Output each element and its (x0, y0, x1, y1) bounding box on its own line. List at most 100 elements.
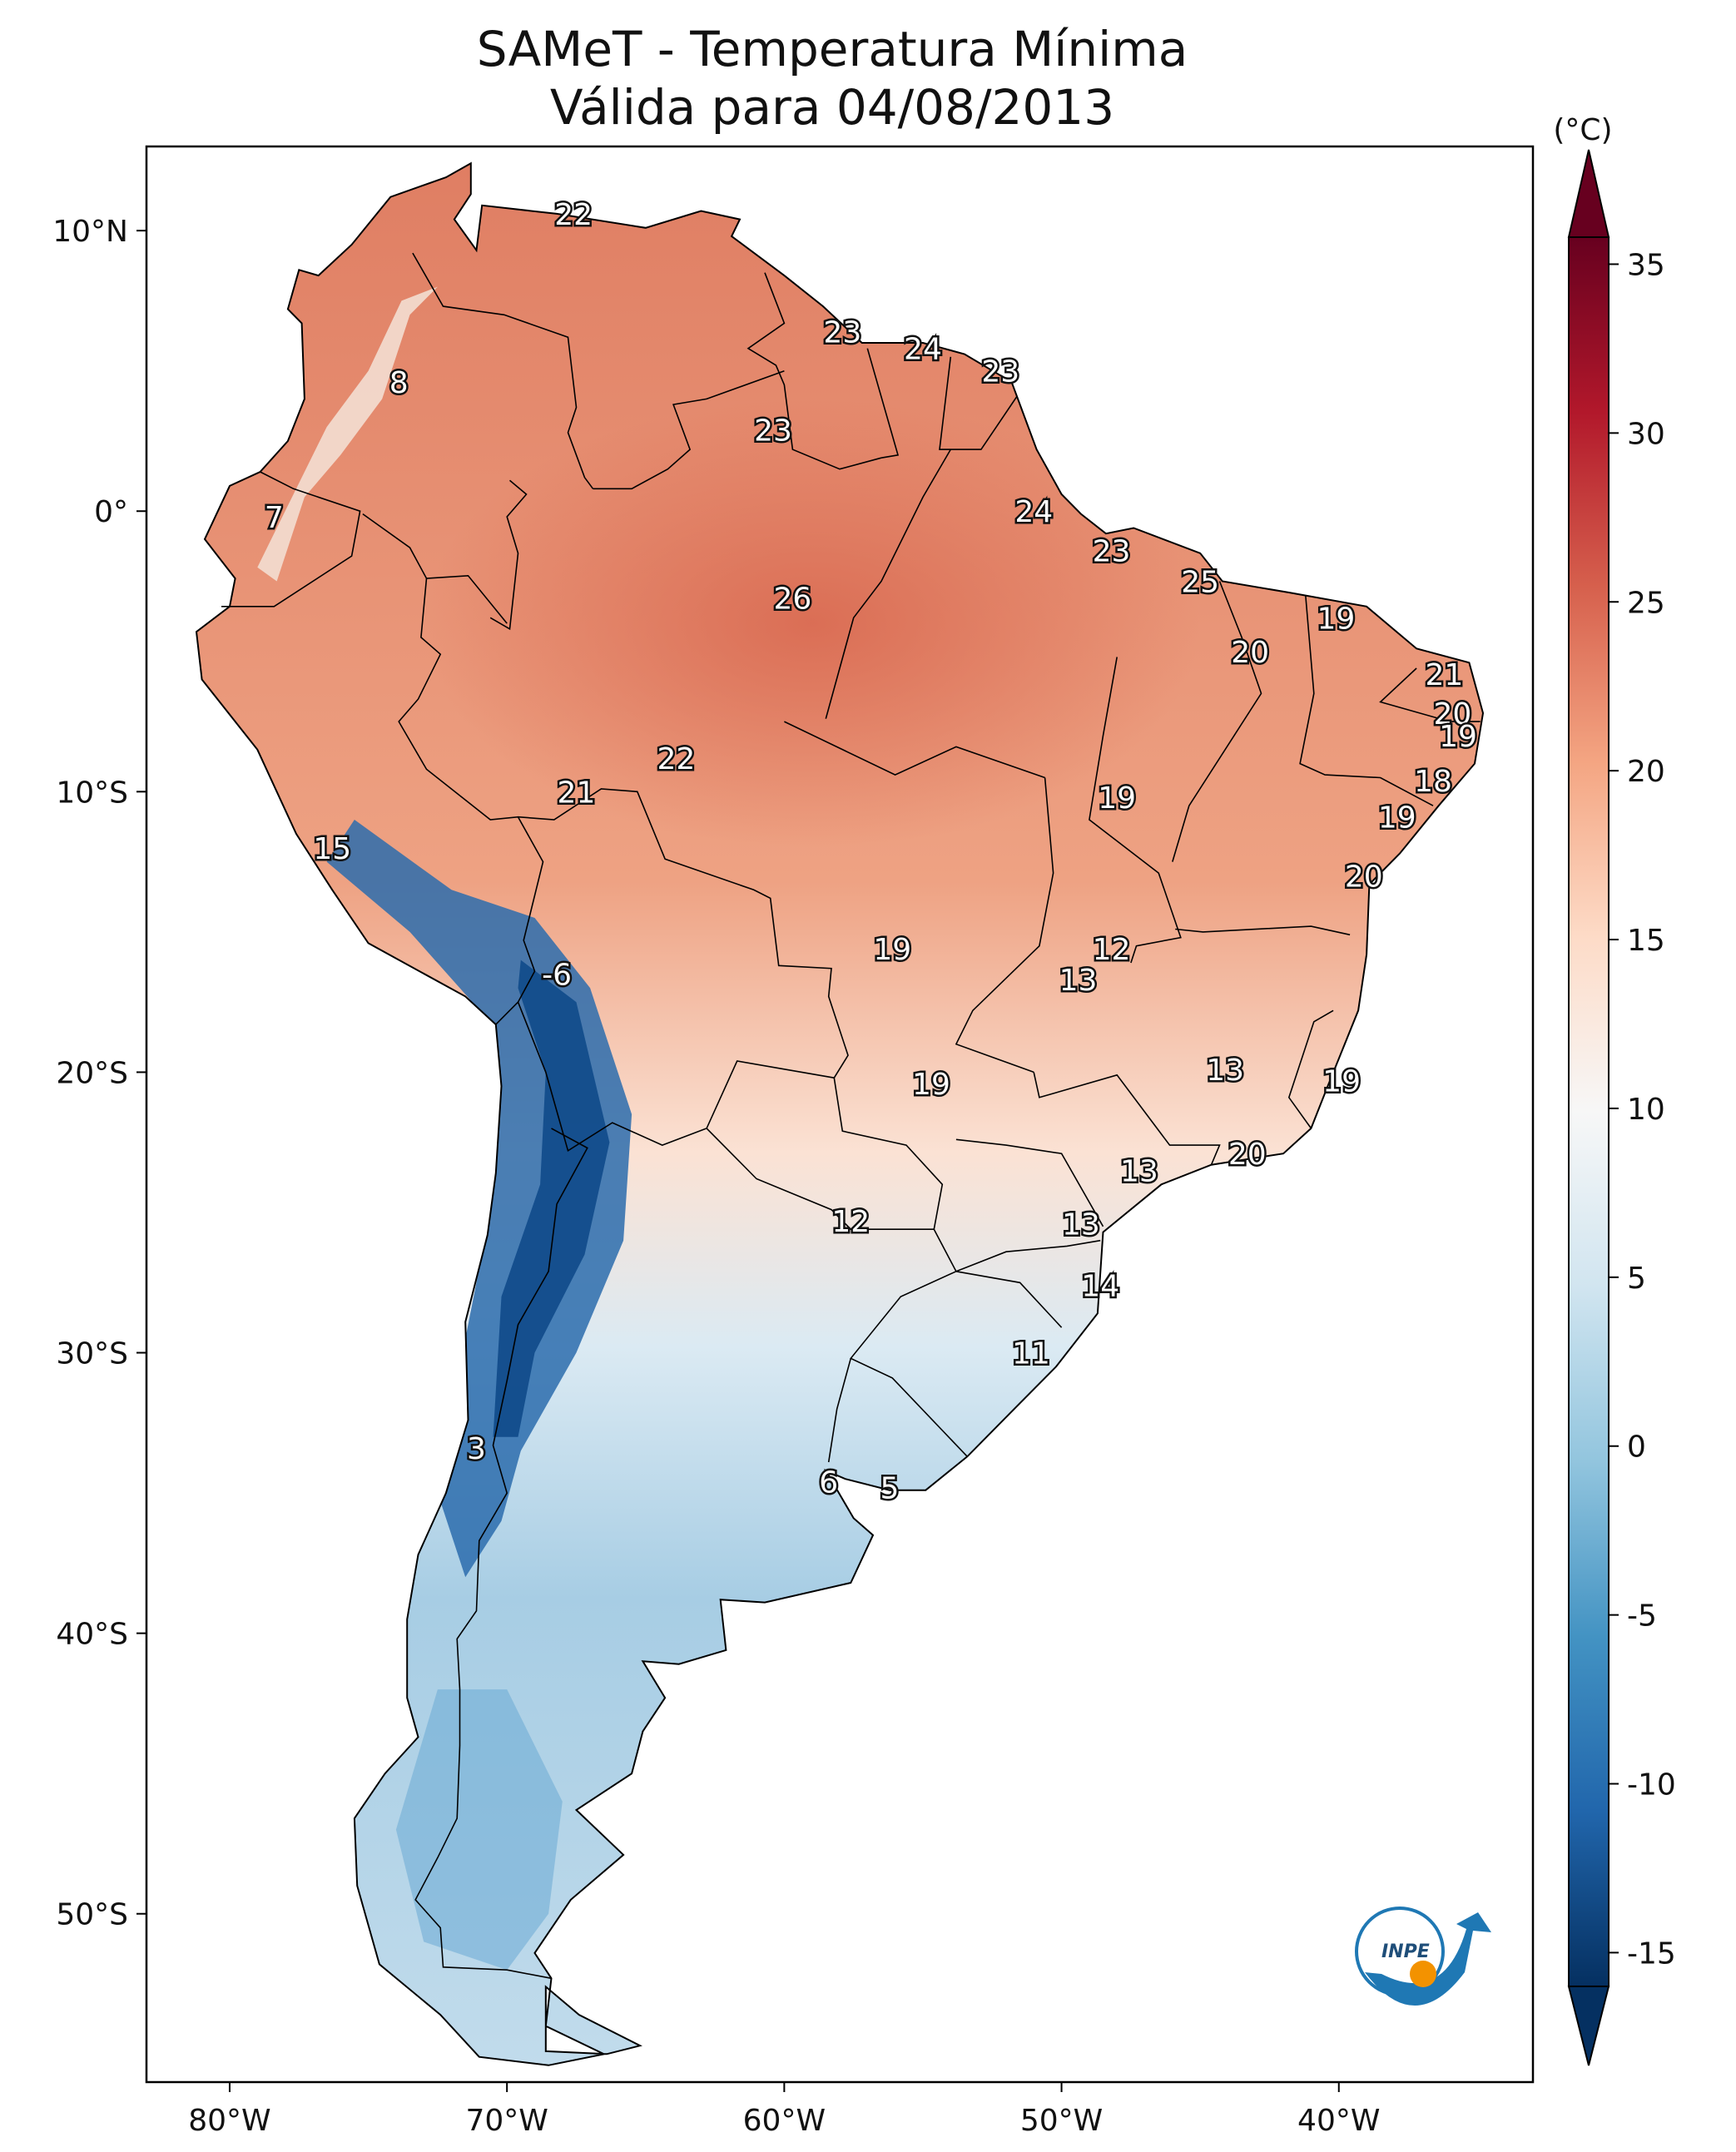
station-value-label: 19 (1317, 602, 1356, 636)
station-value-label: 6 (819, 1466, 838, 1500)
colorbar: (°C) 35 30 25 20 15 10 5 0 -5 -10 -15 (1553, 113, 1676, 2066)
lat-tick-label: 0° (94, 495, 128, 529)
station-value-label: 12 (831, 1205, 870, 1239)
border-line (517, 788, 849, 1153)
border-line (221, 471, 361, 607)
station-value-label: 24 (1014, 495, 1053, 529)
station-value-label: 3 (467, 1432, 486, 1466)
station-value-label: 8 (389, 366, 409, 400)
border-line (1287, 1009, 1334, 1129)
colorbar-tick-label: 25 (1627, 586, 1665, 620)
border-line (489, 479, 528, 631)
station-value-label: 21 (558, 776, 596, 810)
station-value-label: 20 (1345, 860, 1383, 894)
lat-tick-label: 50°S (56, 1898, 128, 1932)
border-line (1379, 667, 1481, 722)
station-value-label: 20 (1433, 697, 1471, 731)
title-line-1: SAMeT - Temperatura Mínima (476, 21, 1188, 77)
station-value-label: 26 (773, 583, 811, 617)
border-line (398, 578, 544, 1025)
colorbar-max-extend (1567, 149, 1610, 238)
station-value-label: 19 (1439, 720, 1477, 754)
border-line (939, 356, 1018, 450)
station-value-label: 13 (1059, 964, 1098, 998)
title-line-2: Válida para 04/08/2013 (549, 79, 1115, 136)
border-line (412, 252, 594, 489)
station-value-label: 20 (1228, 1138, 1267, 1172)
station-value-label: 18 (1414, 765, 1452, 799)
border-line (1089, 657, 1182, 964)
station-value-label: 20 (1231, 636, 1269, 670)
station-value-label: 7 (265, 501, 284, 535)
station-value-label: 23 (1093, 534, 1131, 568)
station-value-label: 13 (1120, 1154, 1158, 1188)
border-line (784, 721, 1045, 779)
lat-tick-label: 30°S (56, 1337, 128, 1371)
border-line (955, 1138, 1104, 1227)
lat-tick-label: 10°N (52, 215, 128, 249)
latitude-axis: 10°N 0° 10°S 20°S 30°S 40°S 50°S (52, 215, 146, 1932)
map-title: SAMeT - Temperatura Mínima Válida para 0… (0, 20, 1664, 136)
logo-sun (1410, 1961, 1436, 1987)
colorbar-tick-label: 20 (1627, 755, 1665, 789)
station-value-label: 5 (880, 1471, 900, 1505)
lon-tick-label: 70°W (465, 2104, 548, 2138)
station-value-label: 21 (1425, 658, 1463, 692)
colorbar-tick-label: 5 (1627, 1262, 1646, 1296)
station-value-label: 22 (554, 198, 593, 232)
logo-arrow (1365, 1912, 1491, 2006)
lat-tick-label: 40°S (56, 1618, 128, 1652)
colorbar-unit: (°C) (1553, 113, 1612, 147)
border-line (414, 1128, 588, 1980)
lon-tick-label: 80°W (188, 2104, 270, 2138)
border-line (955, 1239, 1101, 1272)
station-value-label: 23 (981, 355, 1019, 389)
station-value-label: 25 (1181, 566, 1219, 600)
logo-text: INPE (1381, 1941, 1430, 1962)
lon-tick-label: 60°W (743, 2104, 826, 2138)
station-value-label: 19 (873, 933, 911, 967)
colorbar-tick-label: -10 (1627, 1768, 1676, 1802)
station-value-label: 13 (1062, 1207, 1100, 1242)
lat-tick-label: 20°S (56, 1056, 128, 1090)
colorbar-gradient (1568, 236, 1610, 1987)
station-value-label: 19 (912, 1068, 950, 1102)
colorbar-tick-label: 10 (1627, 1093, 1665, 1127)
colorbar-min-extend (1567, 1986, 1610, 2066)
border-line (827, 1358, 852, 1463)
border-line (955, 1271, 1063, 1328)
colorbar-tick-label: 0 (1627, 1431, 1646, 1465)
station-value-label: 14 (1081, 1270, 1119, 1304)
border-line (955, 777, 1054, 1074)
border-line (1172, 581, 1262, 862)
border-line (1299, 595, 1434, 806)
colorbar-tick-label: 15 (1627, 924, 1665, 958)
station-value-label: 15 (313, 832, 351, 866)
station-value-label: 22 (657, 742, 696, 776)
border-line (1175, 925, 1351, 936)
colorbar-tick-label: -5 (1627, 1599, 1657, 1634)
colorbar-tick-label: -15 (1627, 1936, 1676, 1971)
station-value-label: -6 (542, 958, 572, 992)
colorbar-tick-label: 35 (1627, 248, 1665, 282)
border-line (1033, 1072, 1221, 1166)
country-borders (221, 252, 1481, 2051)
station-value-label: 19 (1378, 801, 1416, 836)
station-value-label: 19 (1098, 781, 1136, 816)
station-value-label: 12 (1093, 933, 1131, 967)
border-line (593, 369, 785, 490)
lat-tick-label: 10°S (56, 776, 128, 810)
lon-tick-label: 50°W (1020, 2104, 1103, 2138)
border-line (746, 272, 882, 470)
station-value-label: 23 (823, 315, 861, 350)
border-line (825, 449, 951, 719)
inpe-logo: INPE (1355, 1907, 1491, 2006)
station-value-label: 19 (1322, 1065, 1361, 1099)
longitude-axis: 80°W 70°W 60°W 50°W 40°W (188, 2082, 1380, 2138)
border-line (850, 1228, 968, 1457)
station-value-label: 23 (754, 414, 792, 448)
border-line (866, 348, 900, 459)
station-value-label: 11 (1012, 1337, 1050, 1371)
